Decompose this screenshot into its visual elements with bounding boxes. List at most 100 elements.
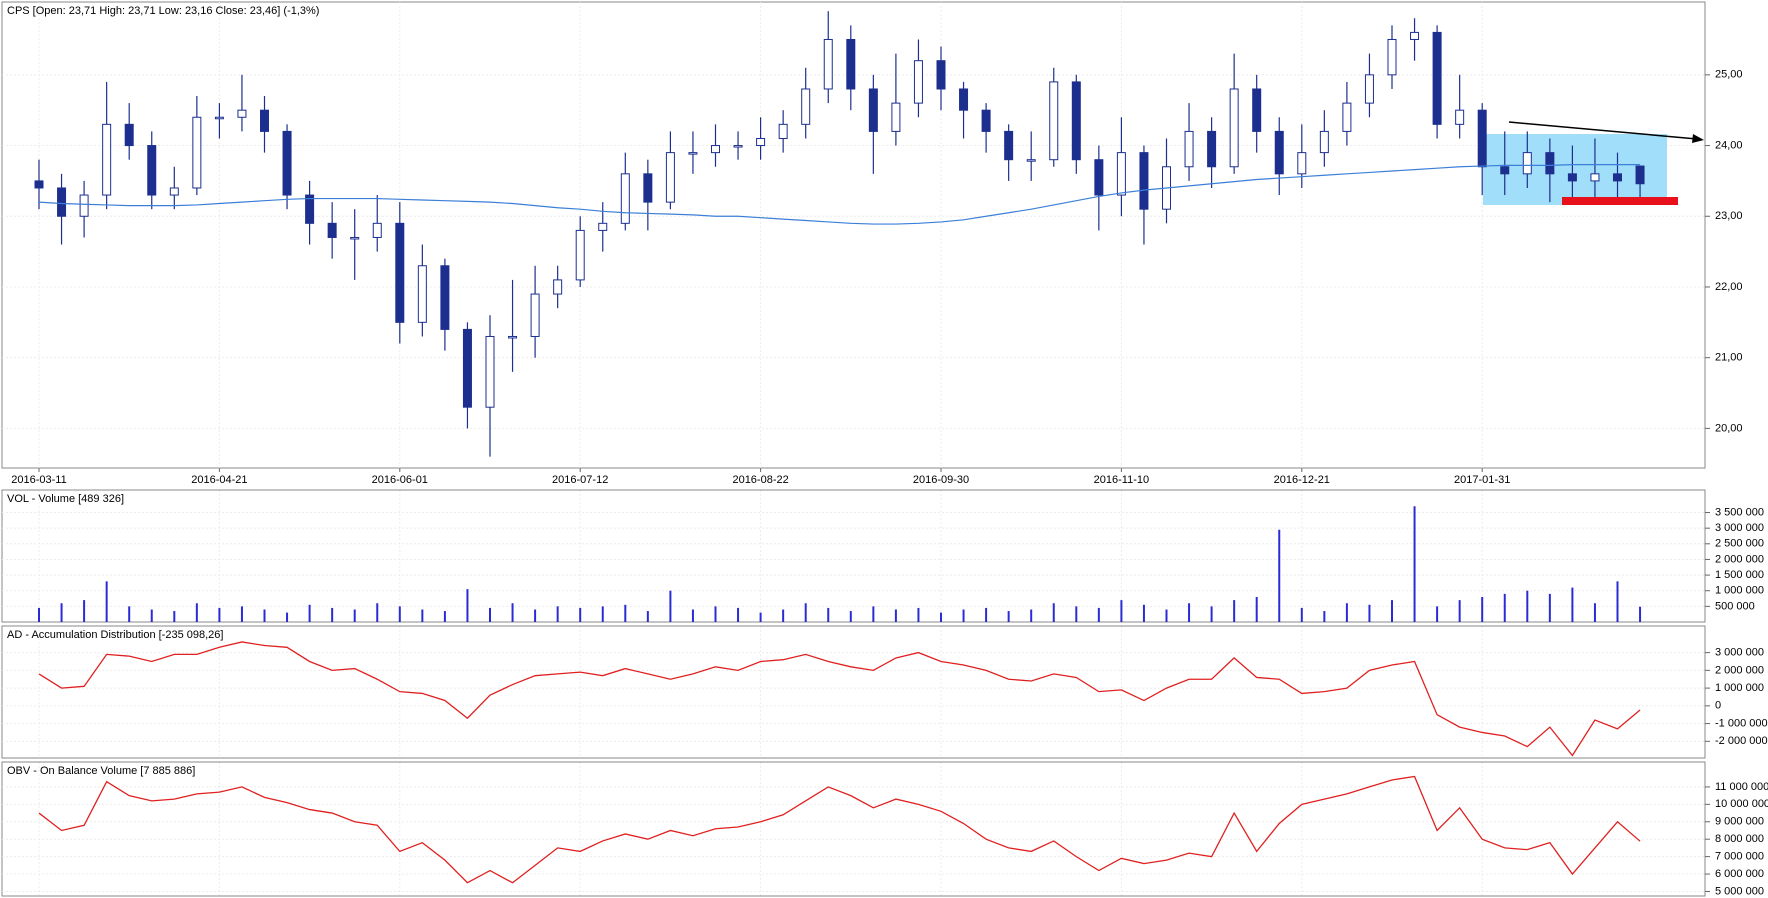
candle-body xyxy=(1567,173,1577,182)
candle-body xyxy=(1342,102,1352,132)
candle-body xyxy=(124,123,134,147)
candle-body xyxy=(1184,130,1194,168)
candle-body xyxy=(665,152,675,203)
x-tick-label: 2016-04-21 xyxy=(191,474,247,486)
candle-body xyxy=(237,109,247,118)
candle-body xyxy=(1410,31,1420,40)
y-tick-label: 1 500 000 xyxy=(1715,569,1764,581)
panel-frame xyxy=(1,489,1706,623)
candle-body xyxy=(959,88,969,111)
panel-frame xyxy=(1,761,1706,897)
y-tick-label: 5 000 000 xyxy=(1715,885,1764,897)
candle-body xyxy=(620,173,630,224)
panel-title: CPS [Open: 23,71 High: 23,71 Low: 23,16 … xyxy=(7,5,319,17)
candle-body xyxy=(1500,166,1510,175)
candle-body xyxy=(147,145,157,196)
trend-line xyxy=(1508,121,1698,140)
candle-body xyxy=(214,116,224,120)
candle-body xyxy=(575,229,585,281)
candle-body xyxy=(417,265,427,323)
candle-body xyxy=(801,88,811,125)
candle-body xyxy=(192,116,202,189)
y-tick-label: 23,00 xyxy=(1715,210,1743,222)
candle-body xyxy=(1049,81,1059,161)
panel-title: OBV - On Balance Volume [7 885 886] xyxy=(7,765,195,777)
candle-body xyxy=(282,130,292,196)
y-tick-label: -2 000 000 xyxy=(1715,735,1768,747)
candle-body xyxy=(1026,159,1036,162)
y-tick-label: 2 000 000 xyxy=(1715,664,1764,676)
y-tick-label: 500 000 xyxy=(1715,600,1755,612)
candle-body xyxy=(913,60,923,104)
y-tick-label: 1 000 000 xyxy=(1715,585,1764,597)
candle-body xyxy=(395,222,405,323)
candle-body xyxy=(169,187,179,196)
candle-body xyxy=(823,38,833,90)
candle-body xyxy=(1522,152,1532,175)
candle-body xyxy=(530,293,540,337)
x-tick-label: 2016-03-11 xyxy=(11,474,66,486)
candle-body xyxy=(643,173,653,203)
candle-body xyxy=(1004,130,1014,161)
background-layer xyxy=(1,1,1710,897)
candle-body xyxy=(327,222,337,238)
candle-body xyxy=(553,279,563,295)
candle-body xyxy=(688,152,698,155)
candle-body xyxy=(305,194,315,224)
candle-body xyxy=(1297,152,1307,175)
y-tick-label: 3 000 000 xyxy=(1715,647,1764,659)
candle-body xyxy=(462,328,472,408)
candle-body xyxy=(1116,152,1126,196)
x-tick-label: 2016-11-10 xyxy=(1094,474,1149,486)
candle-body xyxy=(846,38,856,90)
y-tick-label: 2 500 000 xyxy=(1715,538,1764,550)
y-tick-label: 9 000 000 xyxy=(1715,816,1764,828)
candle-body xyxy=(1094,159,1104,196)
y-tick-label: 3 500 000 xyxy=(1715,506,1764,518)
candle-body xyxy=(372,222,382,238)
candle-body xyxy=(733,145,743,148)
panel-title: AD - Accumulation Distribution [-235 098… xyxy=(7,629,223,641)
candle-body xyxy=(1545,152,1555,175)
moving-average xyxy=(38,164,1641,225)
candle-body xyxy=(1139,152,1149,210)
candle-body xyxy=(598,222,608,231)
y-tick-label: 1 000 000 xyxy=(1715,682,1764,694)
y-tick-label: 20,00 xyxy=(1715,422,1743,434)
y-tick-label: -1 000 000 xyxy=(1715,717,1768,729)
x-tick-label: 2016-12-21 xyxy=(1274,474,1330,486)
candle-body xyxy=(1071,81,1081,161)
candle-body xyxy=(350,236,360,240)
candle-body xyxy=(891,102,901,132)
candle-body xyxy=(1432,31,1442,125)
panel-frame xyxy=(1,625,1706,759)
indicator-line xyxy=(38,641,1641,757)
candle-body xyxy=(1477,109,1487,168)
x-tick-label: 2016-08-22 xyxy=(732,474,788,486)
y-tick-label: 6 000 000 xyxy=(1715,868,1764,880)
candle-body xyxy=(1613,173,1622,182)
candle-body xyxy=(1590,173,1600,182)
candle-body xyxy=(1319,130,1329,154)
candle-body xyxy=(1455,109,1465,125)
y-tick-label: 10 000 000 xyxy=(1715,798,1768,810)
candle-body xyxy=(868,88,878,132)
support-line xyxy=(1562,197,1678,205)
candle-body xyxy=(1229,88,1239,168)
y-tick-label: 11 000 000 xyxy=(1715,781,1768,793)
candle-body xyxy=(57,187,67,217)
trend-arrow xyxy=(1692,134,1704,143)
candle-body xyxy=(1387,38,1397,76)
candle-body xyxy=(79,194,89,217)
candle-body xyxy=(260,109,269,132)
x-tick-label: 2017-01-31 xyxy=(1454,474,1510,486)
x-tick-label: 2016-07-12 xyxy=(552,474,608,486)
candle-body xyxy=(936,60,946,90)
candle-body xyxy=(102,123,112,196)
candle-body xyxy=(1364,74,1374,104)
candle-body xyxy=(756,137,766,147)
candle-body xyxy=(1207,130,1217,168)
candle-body xyxy=(508,335,518,339)
candle-body xyxy=(778,123,788,139)
